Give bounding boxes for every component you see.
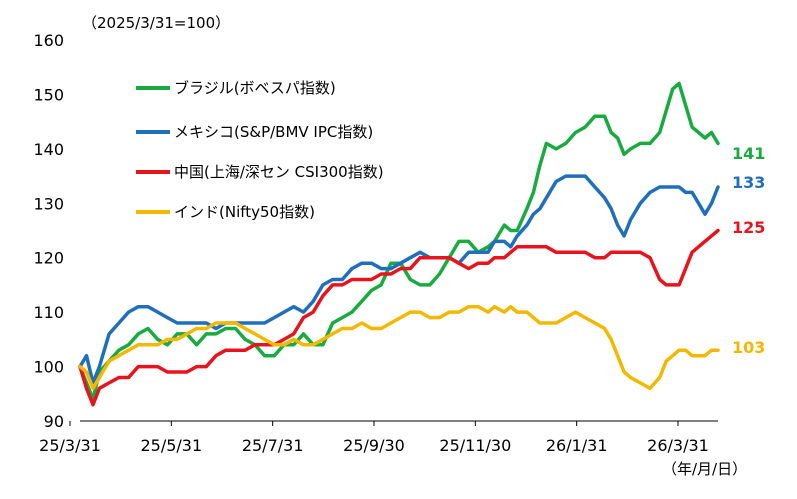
x-axis-unit: （年/月/日）	[662, 460, 747, 478]
end-label-1: 133	[732, 173, 765, 192]
x-tick-label: 26/3/31	[647, 436, 709, 455]
legend-label-2: 中国(上海/深セン CSI300指数)	[174, 163, 384, 181]
legend: ブラジル(ボベスパ指数) メキシコ(S&P/BMV IPC指数) 中国(上海/深セン…	[136, 79, 384, 221]
x-tick-label: 25/7/31	[242, 436, 304, 455]
end-value-labels: 141 133 125 103	[732, 144, 765, 357]
legend-label-0: ブラジル(ボベスパ指数)	[174, 79, 336, 97]
axes: 90 100 110 120 130 140 150 160 25/3/31 25/5/31 25/…	[33, 31, 718, 455]
x-tick-label: 25/3/31	[39, 436, 101, 455]
y-tick-label: 140	[33, 140, 64, 159]
legend-label-1: メキシコ(S&P/BMV IPC指数)	[174, 123, 373, 141]
index-base-note: （2025/3/31=100）	[82, 14, 230, 32]
x-tick-label: 25/11/30	[439, 436, 511, 455]
x-tick-label: 25/9/30	[343, 436, 405, 455]
x-tick-label: 26/1/31	[546, 436, 608, 455]
end-label-0: 141	[732, 144, 765, 163]
series-line-0	[78, 81, 720, 401]
y-tick-label: 90	[44, 412, 64, 431]
series-line-2	[78, 228, 720, 407]
y-tick-label: 150	[33, 85, 64, 104]
y-tick-label: 160	[33, 31, 64, 50]
y-tick-label: 120	[33, 249, 64, 268]
series-line-3	[78, 304, 720, 391]
series-lines	[78, 81, 720, 407]
y-tick-label: 130	[33, 194, 64, 213]
y-tick-label: 100	[33, 358, 64, 377]
y-tick-label: 110	[33, 303, 64, 322]
legend-label-3: インド(Nifty50指数)	[174, 203, 315, 221]
end-label-3: 103	[732, 338, 765, 357]
end-label-2: 125	[732, 218, 765, 237]
series-line-1	[78, 174, 720, 385]
x-tick-label: 25/5/31	[140, 436, 202, 455]
